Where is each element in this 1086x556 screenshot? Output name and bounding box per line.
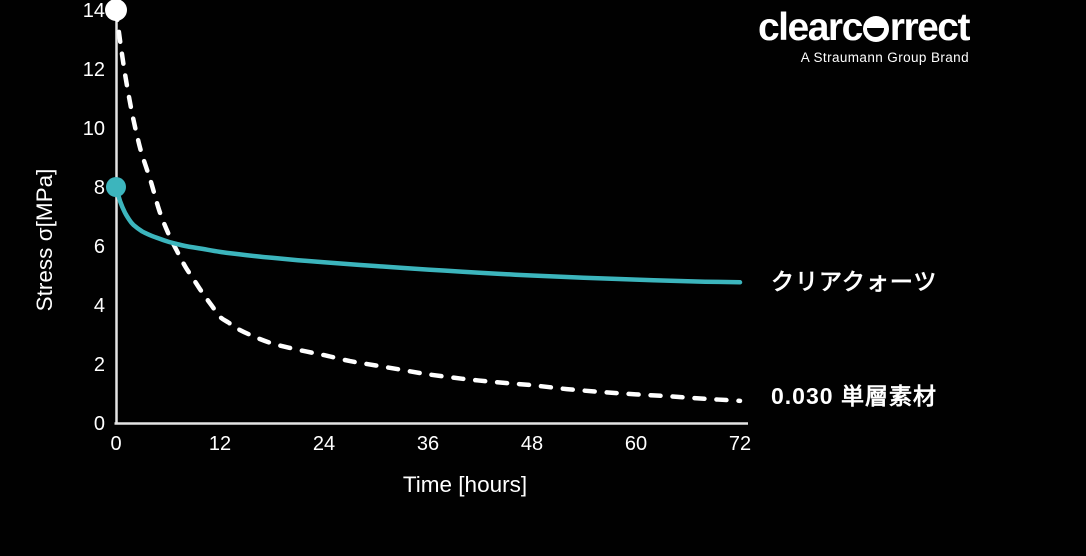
y-tick-label-4: 4 <box>94 295 105 317</box>
logo-wordmark: clearc rrect <box>757 6 971 49</box>
x-tick-label-48: 48 <box>521 433 543 455</box>
y-tick-label-6: 6 <box>94 236 105 258</box>
logo-text-post: rrect <box>889 6 971 49</box>
y-tick-label-2: 2 <box>94 354 105 376</box>
x-tick-label-0: 0 <box>110 433 121 455</box>
series-0-start-marker <box>105 0 127 21</box>
logo-text-pre: clearc <box>757 6 863 49</box>
x-tick-label-36: 36 <box>417 433 439 455</box>
series-0-curve <box>113 7 743 404</box>
clearcorrect-logo: clearc rrect A Straumann Group Brand <box>757 6 971 65</box>
x-tick-label-60: 60 <box>625 433 647 455</box>
series-0-label: 0.030 単層素材 <box>771 383 937 409</box>
y-tick-label-12: 12 <box>83 59 105 81</box>
x-axis-title: Time [hours] <box>403 472 527 497</box>
x-tick-label-24: 24 <box>313 433 335 455</box>
x-tick-label-72: 72 <box>729 433 751 455</box>
series-1-curve <box>113 184 743 285</box>
y-tick-label-10: 10 <box>83 118 105 140</box>
y-tick-label-8: 8 <box>94 177 105 199</box>
y-tick-label-0: 0 <box>94 413 105 435</box>
aligner-o-notch <box>867 28 885 37</box>
y-axis-title: Stress σ[MPa] <box>32 169 57 312</box>
logo-tagline: A Straumann Group Brand <box>800 50 969 65</box>
x-tick-label-12: 12 <box>209 433 231 455</box>
aligner-o-icon <box>862 16 889 42</box>
series-1-label: クリアクォーツ <box>771 268 937 294</box>
series-1-start-marker <box>106 177 126 197</box>
y-tick-label-14: 14 <box>83 0 105 22</box>
